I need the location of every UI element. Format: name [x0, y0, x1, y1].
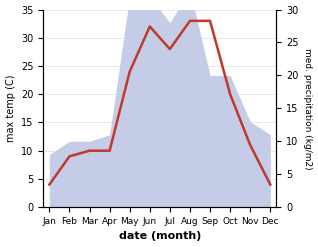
- Y-axis label: max temp (C): max temp (C): [5, 75, 16, 142]
- Y-axis label: med. precipitation (kg/m2): med. precipitation (kg/m2): [303, 48, 313, 169]
- X-axis label: date (month): date (month): [119, 231, 201, 242]
